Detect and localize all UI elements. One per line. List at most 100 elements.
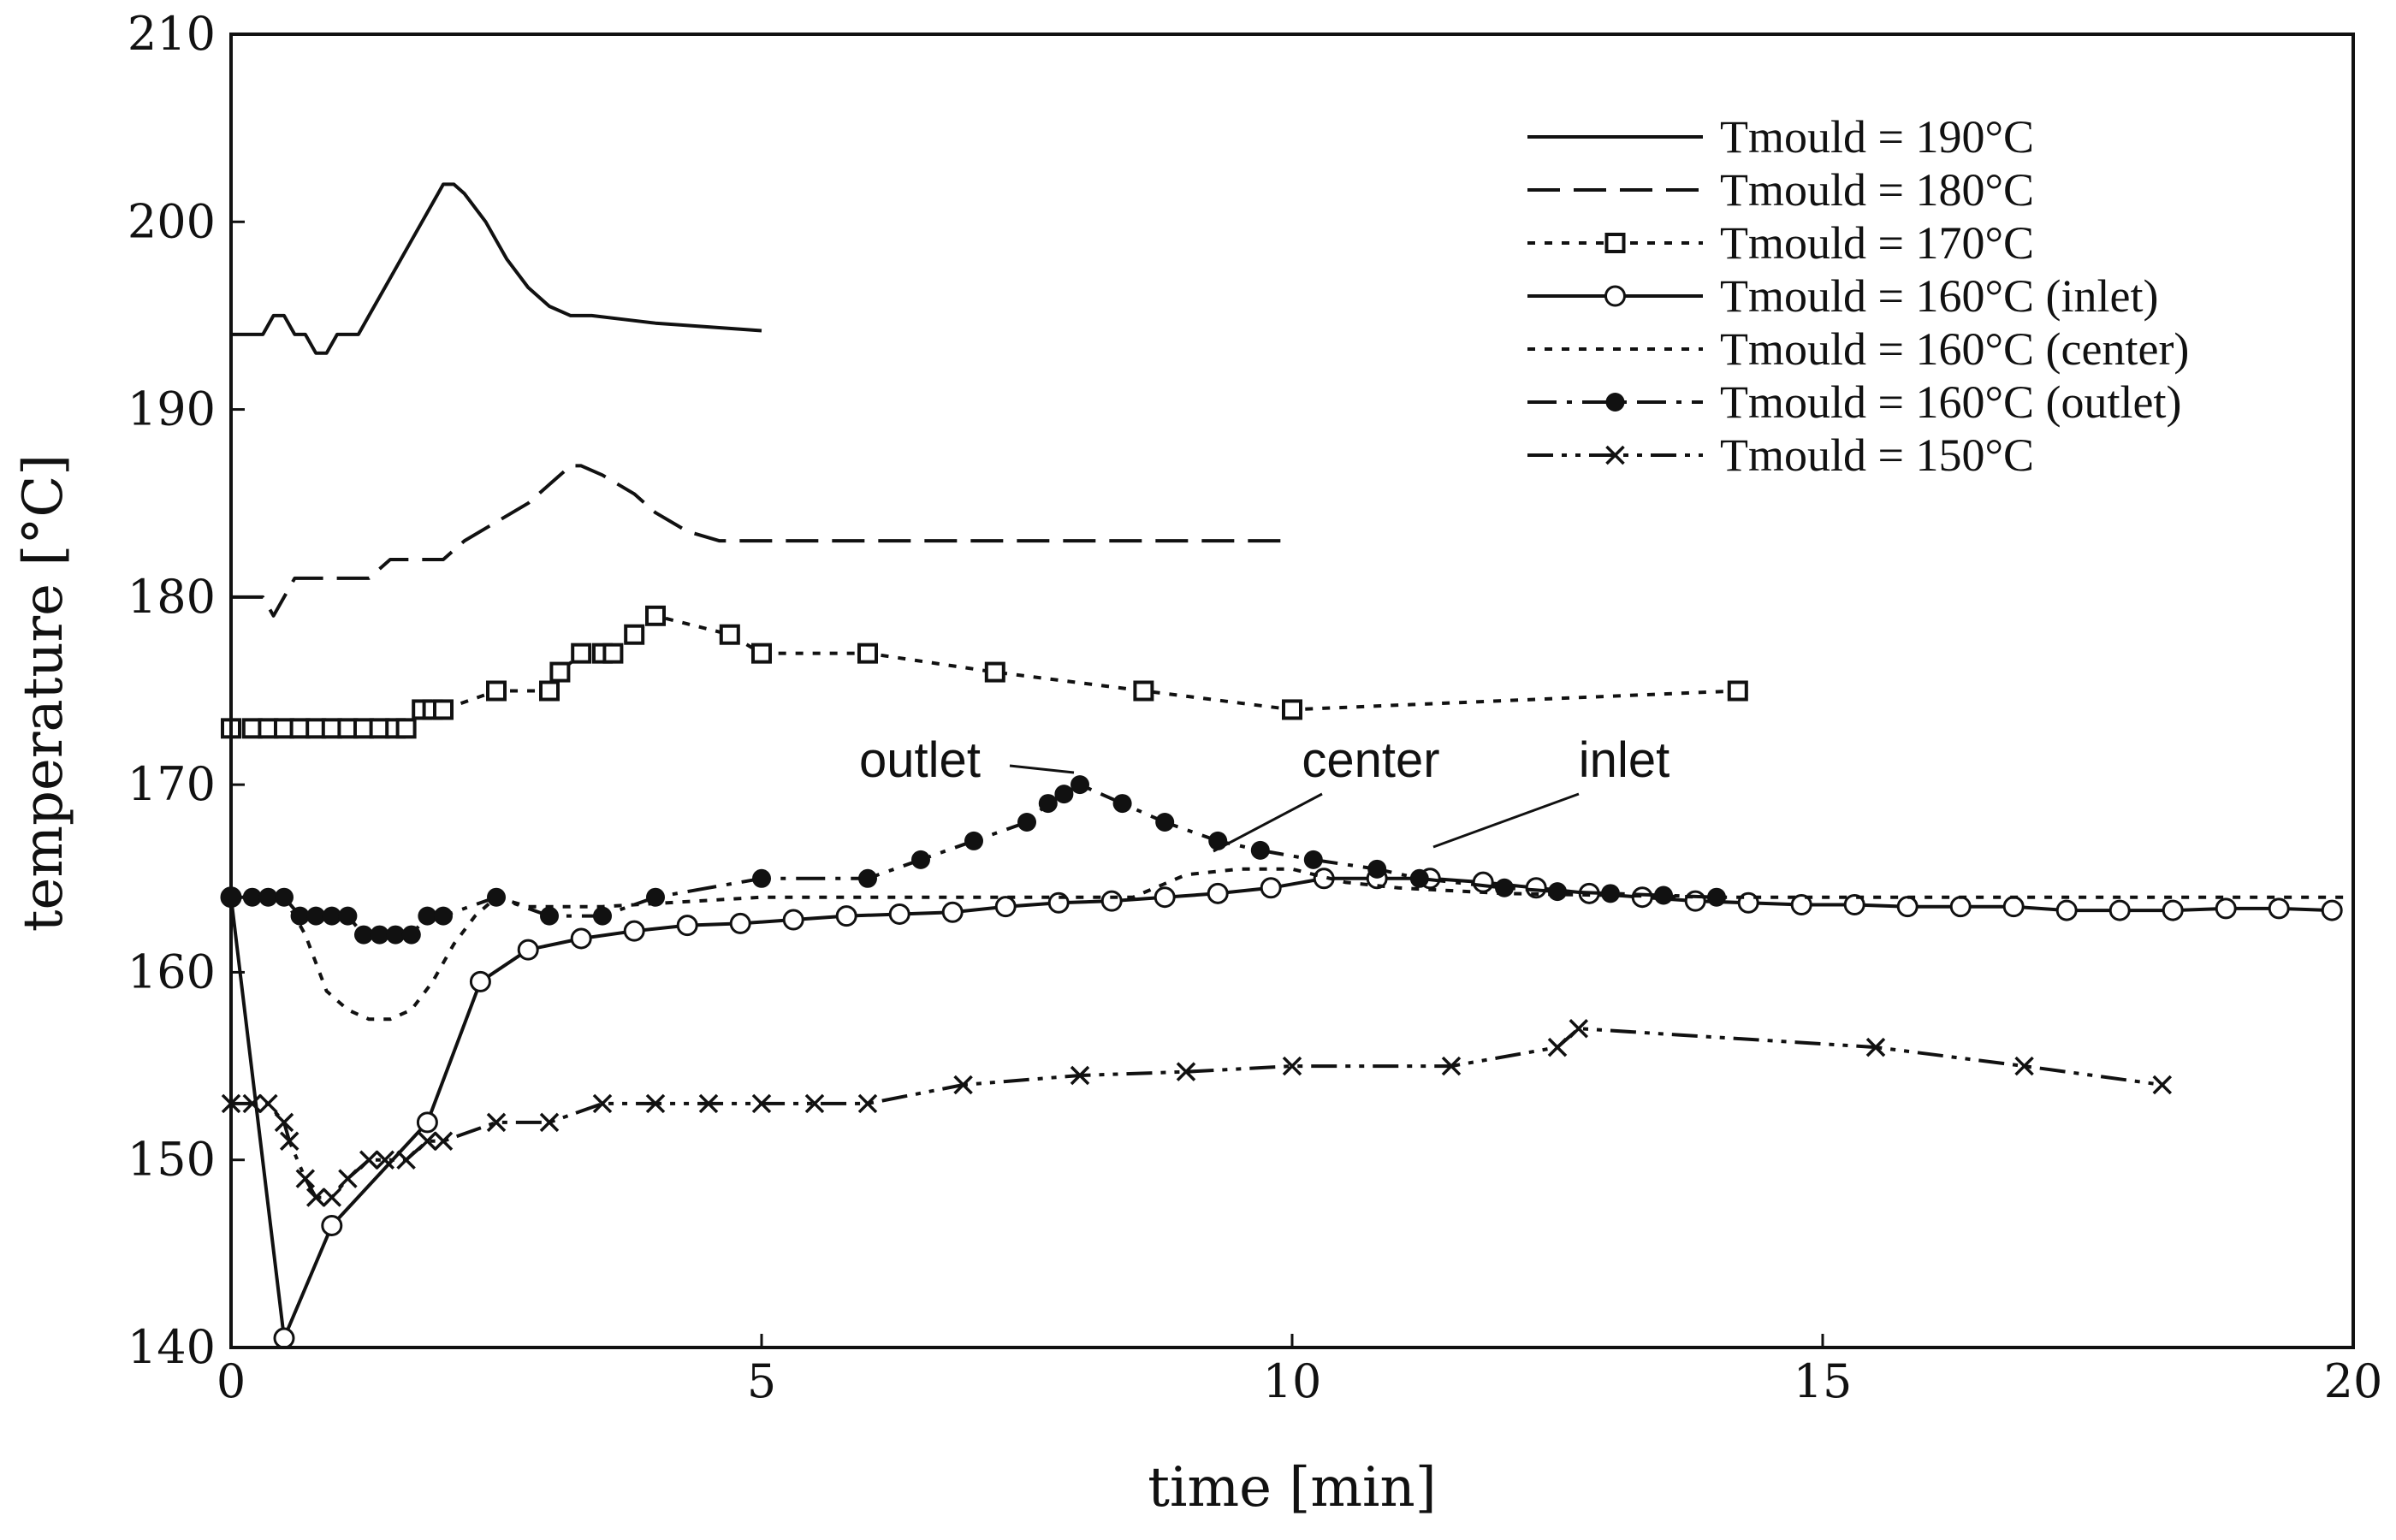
data-point xyxy=(1176,1062,1196,1081)
data-point xyxy=(1112,794,1132,814)
data-point xyxy=(602,643,624,664)
data-point xyxy=(370,925,389,945)
data-point xyxy=(2162,899,2184,921)
data-point xyxy=(1054,785,1074,804)
y-axis-title: temperature [°C] xyxy=(12,454,75,933)
data-point xyxy=(258,1093,278,1114)
data-point xyxy=(433,699,454,720)
data-point xyxy=(1949,896,1972,918)
series-line-0 xyxy=(231,182,762,355)
data-point xyxy=(751,643,772,664)
data-point xyxy=(1260,877,1282,899)
data-point xyxy=(1896,896,1919,918)
data-point xyxy=(645,605,666,626)
data-point xyxy=(2108,899,2131,921)
data-point xyxy=(2152,1075,2173,1095)
data-point xyxy=(1441,1056,1462,1076)
data-point xyxy=(1601,884,1620,903)
data-point xyxy=(2002,896,2025,918)
data-point xyxy=(994,896,1017,918)
data-point xyxy=(418,906,437,926)
data-point xyxy=(1070,775,1089,795)
series-0 xyxy=(231,182,762,355)
x-tick-label: 5 xyxy=(747,1354,776,1408)
data-point xyxy=(549,661,571,683)
x-tick-label: 15 xyxy=(1794,1354,1853,1408)
data-point xyxy=(1569,1018,1589,1039)
data-point xyxy=(857,643,878,664)
data-point xyxy=(359,1150,379,1170)
data-point xyxy=(242,1093,263,1114)
data-point xyxy=(857,1093,878,1114)
data-point xyxy=(646,887,665,907)
data-point xyxy=(1133,680,1154,702)
legend-item: Tmould = 160°C (center) xyxy=(1527,323,2189,375)
data-point xyxy=(2014,1056,2034,1076)
data-point xyxy=(338,906,358,926)
x-tick-label: 20 xyxy=(2324,1354,2383,1408)
data-point xyxy=(782,909,804,931)
data-point xyxy=(306,906,326,926)
data-point xyxy=(487,887,506,907)
data-point xyxy=(719,624,740,645)
data-point xyxy=(698,1093,719,1114)
data-point xyxy=(1038,794,1058,814)
legend-item: Tmould = 160°C (outlet) xyxy=(1527,376,2182,428)
data-point xyxy=(593,906,612,926)
x-axis-title: time [min] xyxy=(1148,1456,1436,1519)
series-1 xyxy=(231,464,1292,618)
data-point xyxy=(433,1131,454,1152)
legend-item: Tmould = 180°C xyxy=(1527,164,2034,216)
data-point xyxy=(858,868,877,888)
legend-marker xyxy=(1604,233,1626,253)
legend-label: Tmould = 180°C xyxy=(1720,164,2034,216)
data-point xyxy=(338,1169,358,1188)
data-point xyxy=(539,1112,560,1133)
data-point xyxy=(540,906,559,926)
data-point xyxy=(571,643,592,664)
data-point xyxy=(941,901,964,923)
data-point xyxy=(911,850,930,869)
legend-label: Tmould = 160°C (center) xyxy=(1720,323,2189,375)
legend-item: Tmould = 150°C xyxy=(1527,429,2034,481)
series-line-5 xyxy=(231,783,1717,937)
data-point xyxy=(517,939,539,961)
data-point xyxy=(1684,890,1706,912)
data-point xyxy=(242,887,262,907)
annotation-center: center xyxy=(1302,732,1439,788)
legend-label: Tmould = 190°C xyxy=(1720,111,2034,163)
data-point xyxy=(623,920,645,942)
data-point xyxy=(322,1188,342,1207)
data-point xyxy=(676,915,698,937)
data-point xyxy=(290,906,310,926)
annotation-center-leader xyxy=(1213,792,1323,853)
series-line-6 xyxy=(231,1027,2163,1199)
data-point xyxy=(434,906,453,926)
data-point xyxy=(1100,890,1123,912)
y-tick-label: 160 xyxy=(128,945,216,998)
legend-marker xyxy=(1605,393,1625,412)
data-point xyxy=(1367,859,1387,879)
x-tick-label: 0 xyxy=(216,1354,246,1408)
legend-label: Tmould = 170°C xyxy=(1720,217,2034,269)
data-point xyxy=(469,970,491,992)
legend-label: Tmould = 150°C xyxy=(1720,429,2034,481)
annotation-inlet-leader xyxy=(1432,792,1580,849)
x-tick-label: 10 xyxy=(1263,1354,1322,1408)
data-point xyxy=(1282,1056,1302,1076)
data-point xyxy=(835,905,857,927)
data-point xyxy=(486,680,507,702)
data-point xyxy=(1654,886,1673,905)
legend-label: Tmould = 160°C (outlet) xyxy=(1720,376,2182,428)
data-point xyxy=(1790,893,1812,915)
y-tick-label: 180 xyxy=(128,570,216,624)
series-line-1 xyxy=(231,464,1292,618)
axis-ticks: 0 5 10 15 20 140 150 160 170 180 190 200 210 xyxy=(128,7,2382,1408)
data-point xyxy=(401,925,421,945)
data-point xyxy=(275,887,294,907)
series-line-2 xyxy=(231,613,1738,731)
legend-item: Tmould = 160°C (inlet) xyxy=(1527,270,2159,322)
legend-label: Tmould = 160°C (inlet) xyxy=(1720,270,2159,322)
